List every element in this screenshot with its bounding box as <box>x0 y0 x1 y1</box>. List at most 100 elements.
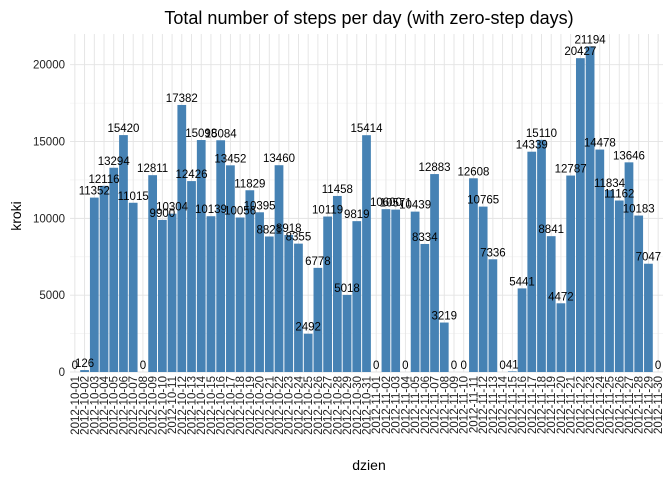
x-tick-label: 2012-11-21 <box>566 376 578 434</box>
bar <box>109 167 119 372</box>
bar <box>352 221 362 372</box>
x-tick-label: 2012-10-26 <box>313 376 325 435</box>
data-label: 11829 <box>234 178 265 190</box>
bar <box>614 200 624 372</box>
bar <box>556 303 566 372</box>
data-label: 5018 <box>334 283 360 295</box>
data-label: 12883 <box>419 162 451 174</box>
data-label: 11162 <box>604 189 634 201</box>
bar <box>517 288 527 372</box>
x-tick-label: 2012-10-10 <box>157 376 169 435</box>
x-tick-label: 2012-11-08 <box>439 376 451 434</box>
x-tick-label: 2012-11-17 <box>527 376 539 434</box>
data-label: 15110 <box>526 128 557 140</box>
x-tick-label: 2012-10-15 <box>206 376 218 435</box>
bar <box>255 212 264 372</box>
data-label: 9819 <box>344 209 370 221</box>
data-label: 15084 <box>205 128 238 140</box>
x-tick-label: 2012-10-20 <box>255 376 267 435</box>
x-tick-label: 2012-11-06 <box>420 376 432 434</box>
x-tick-label: 2012-11-27 <box>624 376 636 434</box>
bar <box>605 190 614 372</box>
bar <box>245 190 255 372</box>
x-tick-label: 2012-10-03 <box>89 376 101 435</box>
data-label: 13460 <box>263 153 295 165</box>
bar <box>128 202 138 372</box>
data-label: 0 <box>655 360 661 372</box>
bar <box>284 234 294 372</box>
bar <box>362 135 371 372</box>
x-tick-label: 2012-11-01 <box>371 376 383 434</box>
x-tick-label: 2012-11-15 <box>507 376 519 434</box>
x-tick-label: 2012-11-13 <box>488 376 500 434</box>
data-label: 4472 <box>548 291 574 303</box>
x-tick-label: 2012-10-18 <box>235 376 247 435</box>
bar <box>634 215 644 372</box>
data-label: 11834 <box>594 178 626 190</box>
data-label: 10571 <box>380 198 412 210</box>
bar <box>80 370 89 372</box>
x-tick-label: 2012-10-28 <box>332 376 344 435</box>
data-label: 20427 <box>564 46 596 58</box>
bar <box>264 236 274 372</box>
x-tick-label: 2012-11-02 <box>381 376 393 434</box>
data-label: 15098 <box>185 128 217 140</box>
bar <box>89 197 99 372</box>
x-tick-label: 2012-11-09 <box>449 376 461 434</box>
bar <box>469 178 478 372</box>
bar <box>313 267 323 372</box>
x-tick-label: 2012-10-31 <box>362 376 374 435</box>
data-label: 8821 <box>256 224 282 236</box>
data-label: 126 <box>75 358 94 370</box>
data-label: 8918 <box>276 223 302 235</box>
x-tick-label: 2012-11-22 <box>575 376 587 434</box>
x-tick-label: 2012-11-24 <box>595 375 607 434</box>
data-labels-group: 0126113521211613294154201101501281199001… <box>72 34 662 372</box>
chart-title: Total number of steps per day (with zero… <box>164 8 573 28</box>
x-tick-label: 2012-11-28 <box>634 376 646 434</box>
data-label: 10765 <box>467 195 499 207</box>
bar <box>410 211 420 372</box>
x-tick-label: 2012-10-09 <box>148 376 160 435</box>
data-label: 0 <box>373 360 379 372</box>
bar <box>439 322 449 372</box>
data-label: 17382 <box>166 93 198 105</box>
x-tick-label: 2012-11-12 <box>478 376 490 434</box>
x-tick-label: 2012-11-04 <box>400 375 412 434</box>
bar <box>420 243 430 372</box>
bar <box>235 217 245 372</box>
data-label: 41 <box>506 359 519 371</box>
data-label: 10056 <box>224 206 256 218</box>
bar <box>187 181 196 372</box>
x-tick-label: 2012-11-23 <box>585 376 597 434</box>
bar <box>537 139 546 372</box>
x-tick-label: 2012-11-05 <box>410 376 422 434</box>
x-tick-label: 2012-10-17 <box>225 376 237 435</box>
data-label: 0 <box>461 360 467 372</box>
bars-group <box>80 46 653 373</box>
bar <box>488 259 498 372</box>
x-tick-label: 2012-11-14 <box>498 375 510 434</box>
bar <box>381 209 391 372</box>
x-axis-title: dzien <box>352 457 385 473</box>
x-tick-label: 2012-10-08 <box>138 376 150 435</box>
x-tick-label: 2012-11-07 <box>430 376 442 434</box>
data-label: 0 <box>140 360 146 372</box>
bar <box>527 151 537 372</box>
data-label: 21194 <box>575 34 607 46</box>
x-tick-label: 2012-11-29 <box>643 376 655 434</box>
data-label: 12426 <box>176 169 208 181</box>
x-tick-label: 2012-10-27 <box>323 376 335 435</box>
x-tick-label: 2012-11-26 <box>614 376 626 434</box>
bar <box>157 219 167 372</box>
x-tick-label: 2012-11-18 <box>536 376 548 434</box>
data-label: 11458 <box>322 184 353 196</box>
bar <box>148 175 158 372</box>
data-label: 10439 <box>399 200 431 212</box>
y-axis: 0 5000 10000 15000 20000 <box>33 60 65 379</box>
x-tick-label: 2012-10-23 <box>284 376 296 435</box>
bar <box>167 213 177 372</box>
x-tick-label: 2012-10-07 <box>128 376 140 435</box>
bar <box>624 162 634 372</box>
